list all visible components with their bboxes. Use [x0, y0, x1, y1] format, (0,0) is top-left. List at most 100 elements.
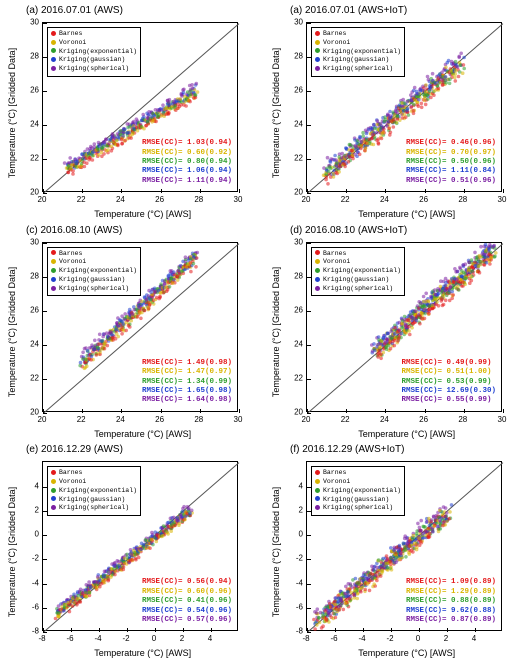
panel-title: (e) 2016.12.29 (AWS)	[26, 444, 123, 455]
xtick-label: 2	[180, 634, 184, 643]
legend-dot-icon	[51, 286, 56, 291]
legend: BarnesVoronoiKriging(exponential)Kriging…	[47, 247, 141, 297]
y-axis-label: Temperature (°C) [Gridded Data]	[7, 487, 17, 617]
ytick-label: 20	[19, 407, 39, 416]
ytick-label: 22	[283, 154, 303, 163]
xtick-label: 30	[234, 415, 243, 424]
legend-item: Kriging(gaussian)	[51, 496, 137, 505]
y-axis-label: Temperature (°C) [Gridded Data]	[271, 267, 281, 397]
xtick-label: 30	[498, 415, 507, 424]
legend: BarnesVoronoiKriging(exponential)Kriging…	[47, 466, 141, 516]
legend-item: Barnes	[315, 250, 401, 259]
xtick-label: 30	[234, 195, 243, 204]
legend-dot-icon	[51, 259, 56, 264]
legend-label: Kriging(exponential)	[323, 267, 401, 274]
legend-dot-icon	[51, 40, 56, 45]
xtick-label: 0	[152, 634, 156, 643]
legend-item: Kriging(spherical)	[51, 65, 137, 74]
ytick-label: -4	[283, 578, 303, 587]
legend-dot-icon	[51, 488, 56, 493]
legend-label: Kriging(gaussian)	[323, 276, 389, 283]
xtick-label: 26	[419, 195, 428, 204]
rmse-line: RMSE(CC)= 1.11(0.94)	[142, 177, 232, 186]
legend-item: Kriging(gaussian)	[51, 56, 137, 65]
rmse-line: RMSE(CC)= 0.53(0.99)	[401, 378, 496, 387]
legend-item: Barnes	[315, 30, 401, 39]
rmse-line: RMSE(CC)= 1.06(0.94)	[142, 167, 232, 176]
xtick-label: 28	[458, 195, 467, 204]
y-axis-label: Temperature (°C) [Gridded Data]	[271, 47, 281, 177]
plot-frame: BarnesVoronoiKriging(exponential)Kriging…	[42, 242, 238, 412]
legend-label: Kriging(gaussian)	[323, 496, 389, 503]
ytick-label: -6	[19, 603, 39, 612]
ytick-label: 26	[19, 305, 39, 314]
legend-label: Barnes	[59, 250, 82, 257]
rmse-line: RMSE(CC)= 0.60(0.96)	[142, 588, 232, 597]
ytick-label: 24	[283, 120, 303, 129]
legend-label: Kriging(exponential)	[323, 487, 401, 494]
rmse-line: RMSE(CC)= 1.47(0.97)	[142, 368, 232, 377]
ytick-label: 26	[19, 86, 39, 95]
rmse-line: RMSE(CC)= 0.41(0.96)	[142, 597, 232, 606]
ytick-label: 26	[283, 305, 303, 314]
rmse-line: RMSE(CC)= 1.34(0.99)	[142, 378, 232, 387]
x-axis-label: Temperature (°C) [AWS]	[94, 429, 191, 439]
legend-item: Kriging(spherical)	[315, 504, 401, 513]
ytick-label: 28	[283, 271, 303, 280]
rmse-line: RMSE(CC)= 0.51(0.96)	[406, 177, 496, 186]
rmse-block: RMSE(CC)= 0.46(0.96)RMSE(CC)= 0.70(0.97)…	[406, 139, 496, 186]
rmse-line: RMSE(CC)= 0.60(0.92)	[142, 149, 232, 158]
panel-title: (d) 2016.08.10 (AWS+IoT)	[290, 225, 407, 236]
legend-dot-icon	[51, 57, 56, 62]
legend-label: Voronoi	[323, 478, 350, 485]
legend-dot-icon	[51, 470, 56, 475]
rmse-line: RMSE(CC)= 1.64(0.98)	[142, 396, 232, 405]
xtick-label: 28	[458, 415, 467, 424]
legend-label: Kriging(spherical)	[59, 285, 129, 292]
legend-dot-icon	[315, 496, 320, 501]
xtick-label: 22	[341, 415, 350, 424]
xtick-label: -8	[302, 634, 309, 643]
legend-dot-icon	[51, 277, 56, 282]
rmse-line: RMSE(CC)= 0.54(0.96)	[142, 607, 232, 616]
xtick-label: 26	[419, 415, 428, 424]
legend-dot-icon	[315, 470, 320, 475]
rmse-line: RMSE(CC)= 0.51(1.00)	[401, 368, 496, 377]
xtick-label: 22	[341, 195, 350, 204]
rmse-line: RMSE(CC)= 1.49(0.98)	[142, 359, 232, 368]
legend-item: Barnes	[315, 469, 401, 478]
legend-item: Barnes	[51, 469, 137, 478]
rmse-line: RMSE(CC)= 0.56(0.94)	[142, 578, 232, 587]
legend-dot-icon	[51, 268, 56, 273]
legend-label: Kriging(gaussian)	[59, 496, 125, 503]
legend: BarnesVoronoiKriging(exponential)Kriging…	[311, 27, 405, 77]
ytick-label: 24	[283, 339, 303, 348]
xtick-label: -6	[330, 634, 337, 643]
legend-label: Kriging(exponential)	[59, 267, 137, 274]
legend-label: Kriging(gaussian)	[59, 56, 125, 63]
legend-dot-icon	[51, 250, 56, 255]
legend-item: Kriging(spherical)	[315, 65, 401, 74]
legend-dot-icon	[315, 40, 320, 45]
xtick-label: -2	[122, 634, 129, 643]
xtick-label: 24	[380, 415, 389, 424]
ytick-label: 20	[283, 407, 303, 416]
rmse-line: RMSE(CC)= 0.49(0.99)	[401, 359, 496, 368]
ytick-label: 22	[19, 154, 39, 163]
rmse-line: RMSE(CC)= 1.03(0.94)	[142, 139, 232, 148]
panel-title: (a) 2016.07.01 (AWS+IoT)	[290, 5, 407, 16]
x-axis-label: Temperature (°C) [AWS]	[94, 209, 191, 219]
ytick-label: 20	[19, 188, 39, 197]
legend-dot-icon	[315, 259, 320, 264]
legend-item: Kriging(spherical)	[51, 285, 137, 294]
x-axis-label: Temperature (°C) [AWS]	[358, 429, 455, 439]
legend-item: Kriging(spherical)	[51, 504, 137, 513]
rmse-line: RMSE(CC)= 1.09(0.89)	[406, 578, 496, 587]
panel-title: (f) 2016.12.29 (AWS+IoT)	[290, 444, 404, 455]
xtick-label: -4	[358, 634, 365, 643]
ytick-label: 24	[19, 339, 39, 348]
ytick-label: 30	[283, 237, 303, 246]
legend-item: Kriging(gaussian)	[51, 276, 137, 285]
xtick-label: 26	[155, 415, 164, 424]
rmse-line: RMSE(CC)= 1.65(0.98)	[142, 387, 232, 396]
